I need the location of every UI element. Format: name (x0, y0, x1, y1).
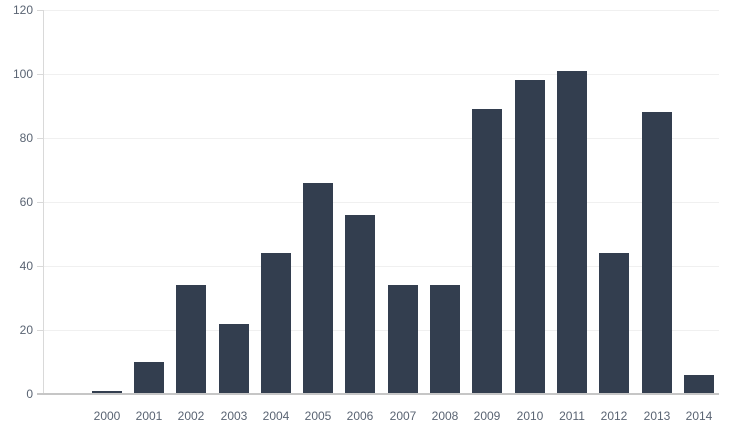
x-axis-tick-label: 2008 (431, 409, 459, 423)
gridline (43, 138, 719, 139)
x-axis-tick-label: 2003 (220, 409, 248, 423)
x-axis-tick-label: 2001 (135, 409, 163, 423)
bar (472, 109, 502, 394)
y-axis-tick-label: 0 (26, 387, 33, 401)
gridline (43, 202, 719, 203)
x-axis-line (37, 393, 719, 395)
bar (388, 285, 418, 394)
y-axis-tick (37, 74, 43, 75)
x-axis-tick-label: 2005 (304, 409, 332, 423)
gridline (43, 10, 719, 11)
y-axis-tick (37, 138, 43, 139)
x-axis-tick-label: 2006 (346, 409, 374, 423)
bar (134, 362, 164, 394)
x-axis-tick-label: 2002 (177, 409, 205, 423)
y-axis-line (43, 10, 44, 394)
bar (92, 391, 122, 394)
bar (642, 112, 672, 394)
y-axis-tick-label: 100 (12, 67, 33, 81)
bar (430, 285, 460, 394)
y-axis-tick-label: 20 (19, 323, 33, 337)
x-axis-tick-label: 2007 (389, 409, 417, 423)
y-axis-tick (37, 266, 43, 267)
bar (557, 71, 587, 394)
x-axis-tick-label: 2004 (262, 409, 290, 423)
gridline (43, 74, 719, 75)
gridline (43, 266, 719, 267)
x-axis-tick-label: 2012 (600, 409, 628, 423)
y-axis-tick (37, 330, 43, 331)
bar (261, 253, 291, 394)
x-axis-tick-label: 2014 (685, 409, 713, 423)
x-axis-tick-label: 2011 (559, 409, 585, 423)
gridline (43, 330, 719, 331)
y-axis-tick-label: 40 (19, 259, 33, 273)
x-axis-tick-label: 2010 (516, 409, 544, 423)
x-axis-tick-label: 2013 (643, 409, 671, 423)
bar (303, 183, 333, 394)
bar (219, 324, 249, 394)
bar (345, 215, 375, 394)
y-axis-tick-label: 60 (19, 195, 33, 209)
bar (176, 285, 206, 394)
bar (684, 375, 714, 394)
y-axis-tick-label: 80 (19, 131, 33, 145)
bar (599, 253, 629, 394)
x-axis-tick-label: 2000 (93, 409, 121, 423)
y-axis-tick (37, 10, 43, 11)
x-axis-tick-label: 2009 (473, 409, 501, 423)
y-axis-tick (37, 202, 43, 203)
bar (515, 80, 545, 394)
y-axis-tick-label: 120 (12, 3, 33, 17)
